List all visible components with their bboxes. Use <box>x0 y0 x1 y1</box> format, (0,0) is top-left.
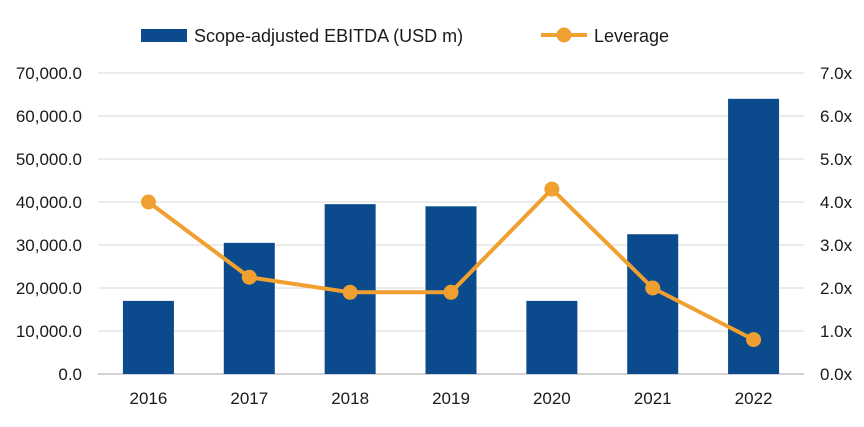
x-tick-label: 2021 <box>634 389 672 408</box>
legend: Scope-adjusted EBITDA (USD m) Leverage <box>141 26 669 46</box>
y-left-tick-label: 70,000.0 <box>16 64 82 83</box>
legend-swatch-marker <box>556 27 572 43</box>
leverage-point-2022 <box>746 332 762 348</box>
legend-label-leverage: Leverage <box>594 26 669 46</box>
line-series <box>140 181 762 348</box>
y-right-tick-label: 6.0x <box>820 107 853 126</box>
leverage-point-2018 <box>342 284 358 300</box>
right-axis: 0.0x 1.0x 2.0x 3.0x 4.0x 5.0x 6.0x 7.0x <box>820 64 853 384</box>
y-right-tick-label: 5.0x <box>820 150 853 169</box>
bar-2021 <box>627 234 679 374</box>
x-tick-label: 2016 <box>130 389 168 408</box>
y-left-tick-label: 40,000.0 <box>16 193 82 212</box>
y-right-tick-label: 2.0x <box>820 279 853 298</box>
left-axis: 0.0 10,000.0 20,000.0 30,000.0 40,000.0 50,00… <box>16 64 82 384</box>
leverage-point-2020 <box>544 181 560 197</box>
bar-2022 <box>728 98 780 375</box>
y-left-tick-label: 30,000.0 <box>16 236 82 255</box>
x-tick-label: 2017 <box>230 389 268 408</box>
legend-item-ebitda: Scope-adjusted EBITDA (USD m) <box>141 26 463 46</box>
x-axis: 2016 2017 2018 2019 2020 2021 2022 <box>130 389 773 408</box>
bar-2020 <box>526 300 578 374</box>
y-left-tick-label: 50,000.0 <box>16 150 82 169</box>
x-tick-label: 2019 <box>432 389 470 408</box>
x-tick-label: 2022 <box>735 389 773 408</box>
leverage-point-2021 <box>645 280 661 296</box>
y-right-tick-label: 4.0x <box>820 193 853 212</box>
legend-swatch-bar <box>141 29 187 42</box>
legend-label-ebitda: Scope-adjusted EBITDA (USD m) <box>194 26 463 46</box>
y-left-tick-label: 20,000.0 <box>16 279 82 298</box>
leverage-point-2017 <box>241 269 257 285</box>
y-right-tick-label: 7.0x <box>820 64 853 83</box>
y-left-tick-label: 10,000.0 <box>16 322 82 341</box>
y-right-tick-label: 0.0x <box>820 365 853 384</box>
leverage-point-2016 <box>140 194 156 210</box>
legend-item-leverage: Leverage <box>541 26 669 46</box>
y-right-tick-label: 1.0x <box>820 322 853 341</box>
y-right-tick-label: 3.0x <box>820 236 853 255</box>
x-tick-label: 2020 <box>533 389 571 408</box>
y-left-tick-label: 60,000.0 <box>16 107 82 126</box>
x-tick-label: 2018 <box>331 389 369 408</box>
bar-2016 <box>122 300 174 374</box>
bar-series <box>122 98 780 375</box>
leverage-point-2019 <box>443 284 459 300</box>
y-left-tick-label: 0.0 <box>58 365 82 384</box>
